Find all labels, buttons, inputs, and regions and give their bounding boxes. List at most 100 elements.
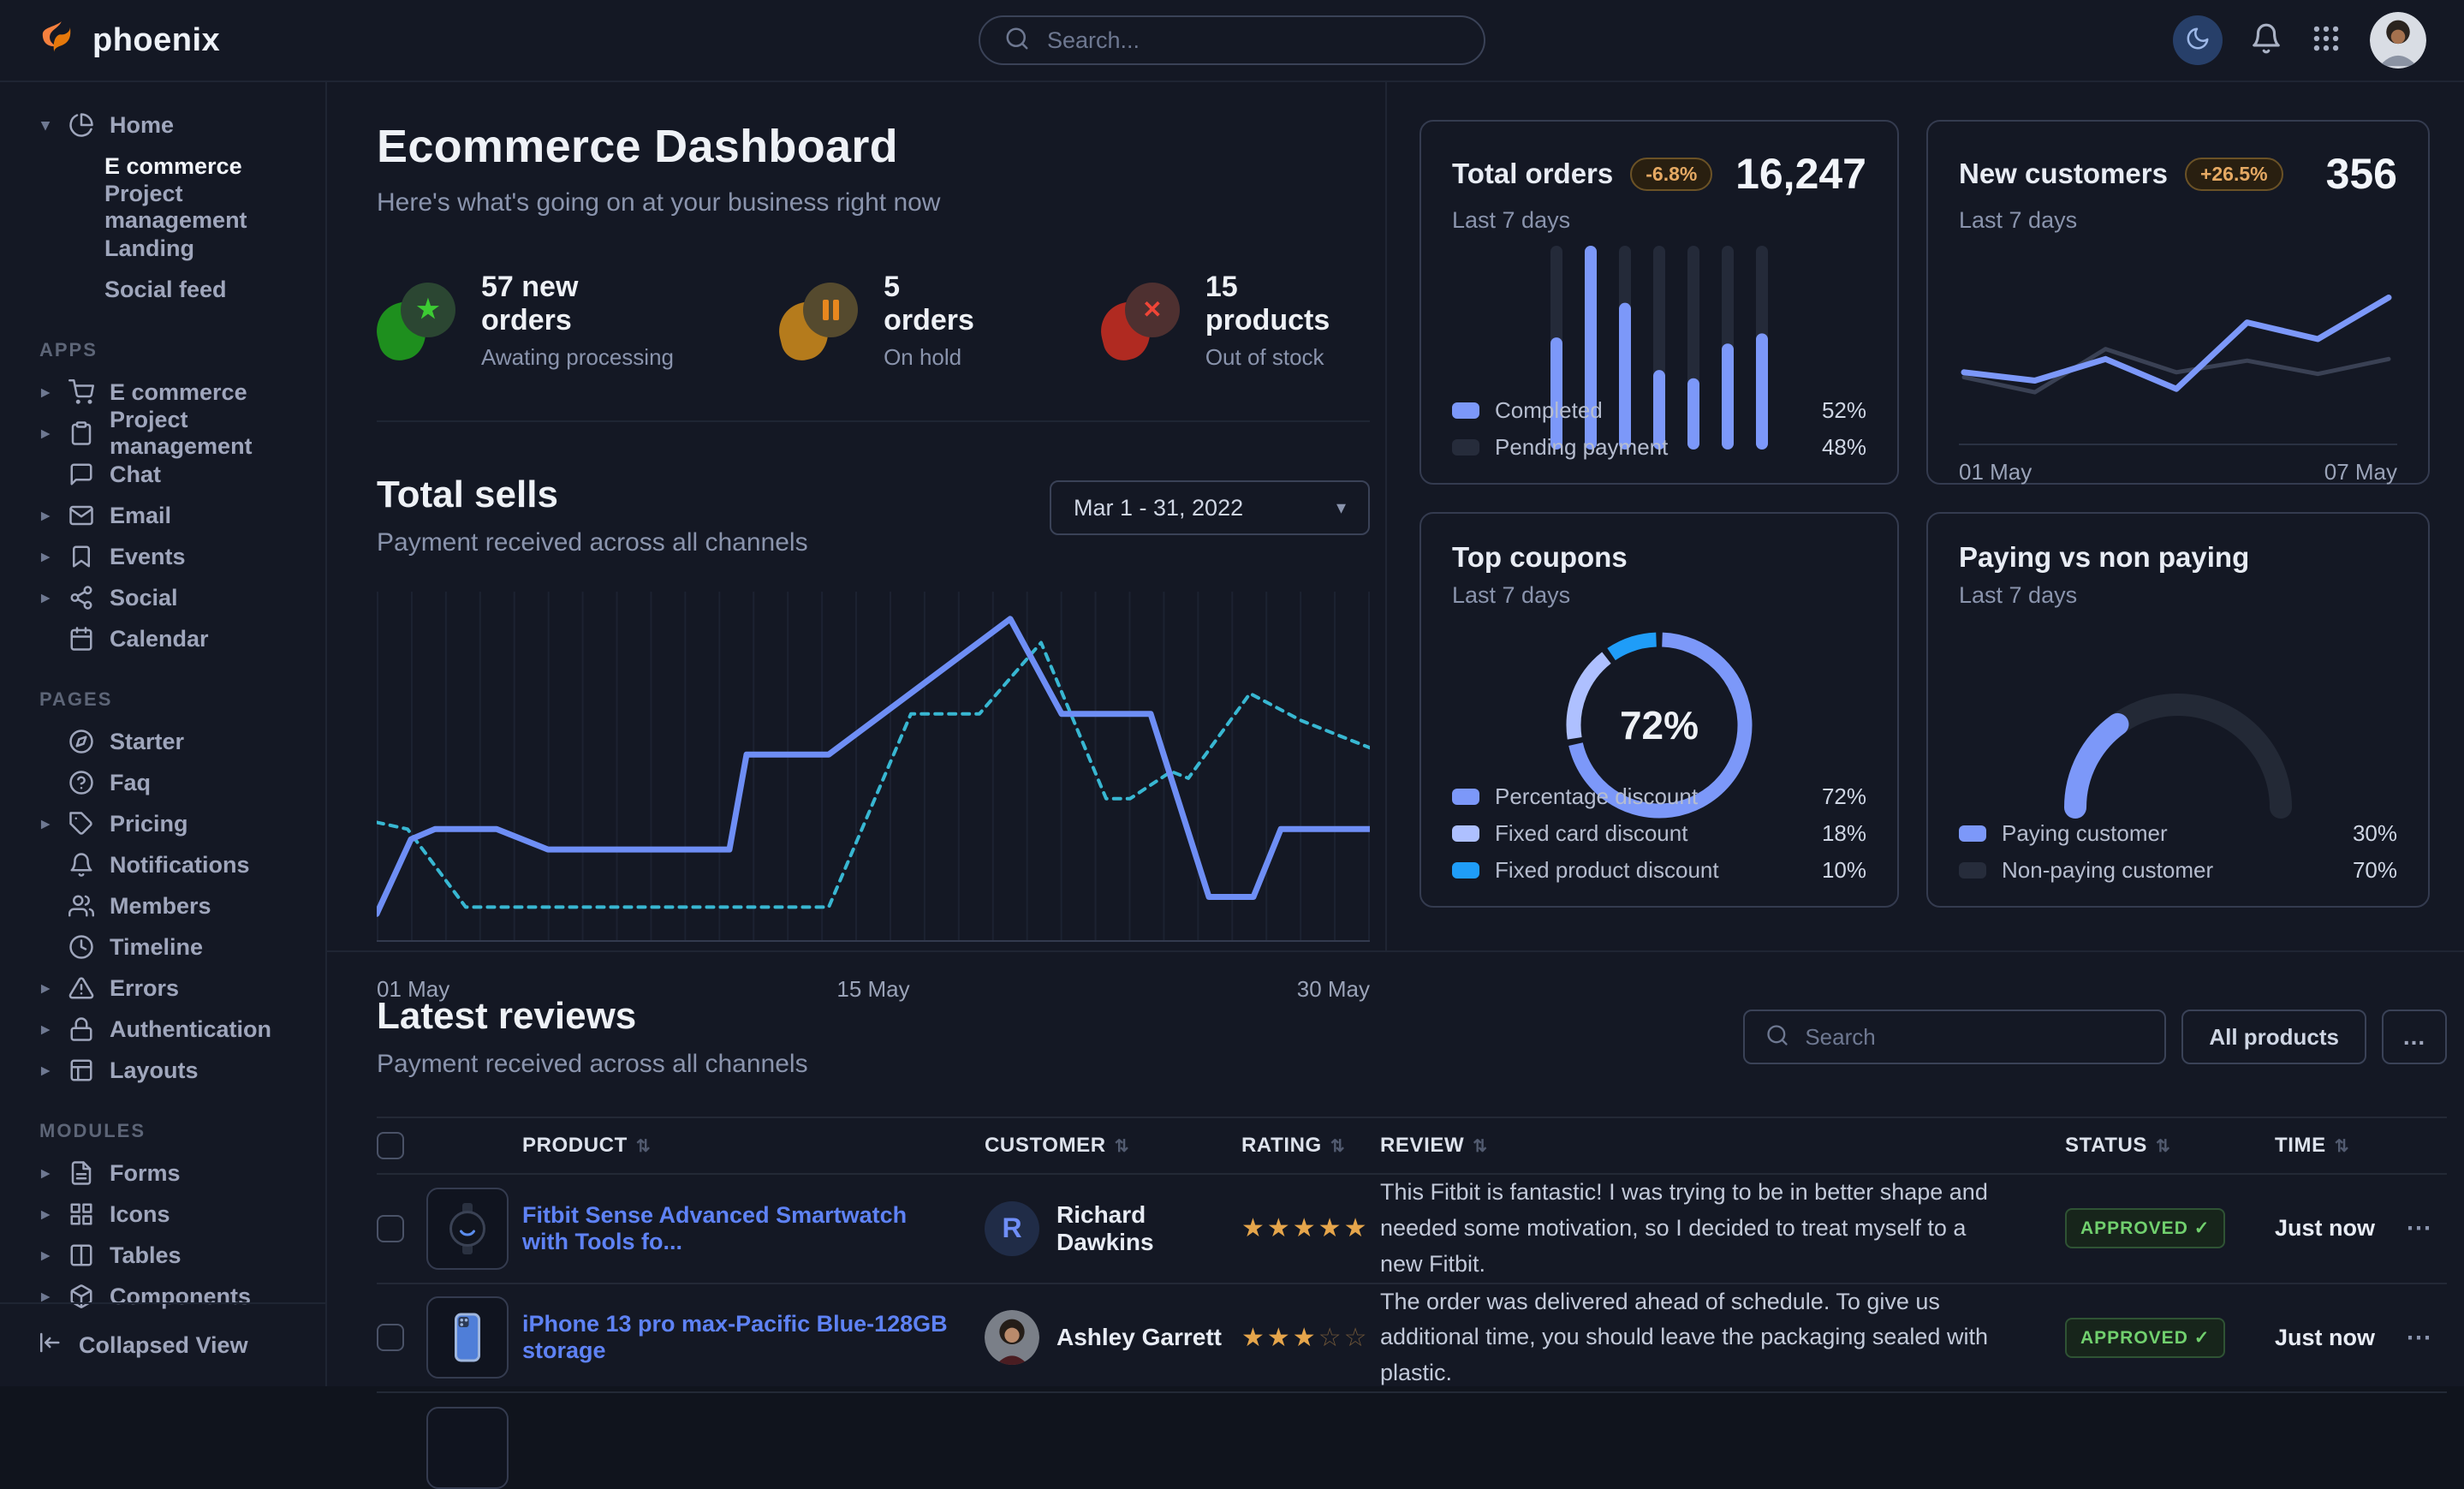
legend-swatch xyxy=(1959,862,1986,879)
reviews-more-button[interactable]: ... xyxy=(2382,1010,2447,1064)
dark-mode-toggle[interactable] xyxy=(2173,15,2223,65)
row-checkbox[interactable] xyxy=(377,1215,404,1242)
total-sells-subtitle: Payment received across all channels xyxy=(377,528,808,557)
sidebar-item-forms[interactable]: ▸Forms xyxy=(0,1152,325,1194)
column-header-time[interactable]: TIME⇅ xyxy=(2275,1134,2390,1158)
card-title: Paying vs non paying xyxy=(1959,541,2249,574)
sidebar-item-notifications[interactable]: Notifications xyxy=(0,844,325,885)
global-search[interactable] xyxy=(979,15,1485,65)
sidebar-item-label: Home xyxy=(110,112,174,139)
column-header-status[interactable]: STATUS⇅ xyxy=(2065,1134,2275,1158)
column-header-customer[interactable]: CUSTOMER⇅ xyxy=(985,1134,1241,1158)
sidebar-item-timeline[interactable]: Timeline xyxy=(0,926,325,968)
stat-value: 5 orders xyxy=(884,271,998,337)
legend-item-non-paying-customer: Non-paying customer70% xyxy=(1959,857,2397,884)
date-range-select[interactable]: Mar 1 - 31, 2022 ▾ xyxy=(1050,480,1370,535)
stat-value: 57 new orders xyxy=(481,271,676,337)
clipboard-icon xyxy=(68,420,96,447)
quick-stats: ★57 new ordersAwating processing5 orders… xyxy=(377,271,1370,371)
sidebar-item-events[interactable]: ▸Events xyxy=(0,536,325,577)
sidebar-item-starter[interactable]: Starter xyxy=(0,721,325,762)
bell-icon xyxy=(2250,22,2282,59)
stat-value: 15 products xyxy=(1205,271,1370,337)
reviews-search-input[interactable] xyxy=(1803,1023,2144,1051)
sidebar-item-faq[interactable]: Faq xyxy=(0,762,325,803)
row-menu-button[interactable]: ⋯ xyxy=(2390,1323,2447,1353)
product-thumbnail[interactable] xyxy=(426,1188,509,1270)
sidebar-item-label: Chat xyxy=(110,462,161,488)
sidebar-item-errors[interactable]: ▸Errors xyxy=(0,968,325,1009)
column-header-rating[interactable]: RATING⇅ xyxy=(1241,1134,1380,1158)
column-header-product[interactable]: PRODUCT⇅ xyxy=(522,1134,985,1158)
all-products-button[interactable]: All products xyxy=(2181,1010,2366,1064)
notifications-button[interactable] xyxy=(2250,22,2282,59)
sidebar-item-social[interactable]: ▸Social xyxy=(0,577,325,618)
sidebar-item-layouts[interactable]: ▸Layouts xyxy=(0,1050,325,1091)
sidebar-item-label: Starter xyxy=(110,729,184,755)
sidebar-item-email[interactable]: ▸Email xyxy=(0,495,325,536)
legend-value: 18% xyxy=(1822,820,1866,847)
sidebar-item-tables[interactable]: ▸Tables xyxy=(0,1235,325,1276)
sidebar-item-project-management[interactable]: ▸Project management xyxy=(0,413,325,454)
sidebar-subitem-landing[interactable]: Landing xyxy=(0,228,325,269)
sidebar-section-apps: APPS xyxy=(0,339,325,361)
sidebar-item-members[interactable]: Members xyxy=(0,885,325,926)
select-all-checkbox[interactable] xyxy=(377,1132,404,1159)
sidebar-item-calendar[interactable]: Calendar xyxy=(0,618,325,659)
customer-name: Richard Dawkins xyxy=(1056,1201,1241,1256)
sidebar-item-chat[interactable]: Chat xyxy=(0,454,325,495)
product-thumbnail xyxy=(426,1407,509,1489)
status-badge: APPROVED ✓ xyxy=(2065,1208,2225,1248)
avatar: R xyxy=(985,1201,1039,1256)
legend-label: Paying customer xyxy=(2002,820,2168,847)
top-coupons-card: Top coupons Last 7 days 72% Percentage d… xyxy=(1419,512,1899,908)
review-time: Just now xyxy=(2275,1325,2390,1351)
file-text-icon xyxy=(68,1159,96,1187)
card-title: Total orders xyxy=(1452,158,1613,190)
sidebar-item-authentication[interactable]: ▸Authentication xyxy=(0,1009,325,1050)
sidebar-item-icons[interactable]: ▸Icons xyxy=(0,1194,325,1235)
sidebar-item-label: Notifications xyxy=(110,852,250,879)
apps-menu-button[interactable] xyxy=(2310,22,2342,59)
product-link[interactable]: Fitbit Sense Advanced Smartwatch with To… xyxy=(522,1202,985,1255)
card-title: New customers xyxy=(1959,158,2168,190)
vertical-divider xyxy=(1385,82,1387,950)
review-text: The order was delivered ahead of schedul… xyxy=(1380,1284,2065,1392)
sidebar: ▾HomeE commerceProject managementLanding… xyxy=(0,82,327,1386)
row-checkbox[interactable] xyxy=(377,1324,404,1351)
reviews-search[interactable] xyxy=(1743,1010,2166,1064)
apps-grid-icon xyxy=(2310,22,2342,59)
search-input[interactable] xyxy=(1045,27,1460,55)
stat-awating-processing: ★57 new ordersAwating processing xyxy=(377,271,676,371)
sidebar-subitem-social-feed[interactable]: Social feed xyxy=(0,269,325,310)
caret-right-icon: ▸ xyxy=(36,547,55,567)
caret-down-icon: ▾ xyxy=(36,116,55,135)
bell-icon xyxy=(68,851,96,879)
sidebar-item-label: Timeline xyxy=(110,934,203,961)
tag-icon xyxy=(68,810,96,837)
rating-stars: ★★★☆☆ xyxy=(1241,1323,1380,1353)
sidebar-item-label: Errors xyxy=(110,975,179,1002)
collapsed-view-toggle[interactable]: Collapsed View xyxy=(0,1302,325,1386)
cart-icon xyxy=(68,378,96,406)
table-icon xyxy=(68,1242,96,1269)
sort-icon: ⇅ xyxy=(636,1135,651,1157)
card-period: Last 7 days xyxy=(1959,582,2397,609)
sort-icon: ⇅ xyxy=(2335,1135,2349,1157)
table-row: Fitbit Sense Advanced Smartwatch with To… xyxy=(377,1175,2447,1284)
star-icon: ★ xyxy=(377,283,457,360)
legend-value: 48% xyxy=(1822,434,1866,461)
sidebar-item-pricing[interactable]: ▸Pricing xyxy=(0,803,325,844)
user-avatar[interactable] xyxy=(2370,12,2426,68)
mail-icon xyxy=(68,502,96,529)
sidebar-item-home[interactable]: ▾ Home xyxy=(0,104,325,146)
product-thumbnail[interactable] xyxy=(426,1296,509,1379)
brand-name: phoenix xyxy=(92,22,220,59)
sidebar-subitem-project-management[interactable]: Project management xyxy=(0,187,325,228)
brand[interactable]: phoenix xyxy=(33,17,220,63)
legend-value: 70% xyxy=(2353,857,2397,884)
new-customers-card: New customers +26.5% 356 Last 7 days 01 … xyxy=(1926,120,2430,485)
product-link[interactable]: iPhone 13 pro max-Pacific Blue-128GB sto… xyxy=(522,1311,985,1364)
column-header-review[interactable]: REVIEW⇅ xyxy=(1380,1134,2065,1158)
row-menu-button[interactable]: ⋯ xyxy=(2390,1213,2447,1243)
